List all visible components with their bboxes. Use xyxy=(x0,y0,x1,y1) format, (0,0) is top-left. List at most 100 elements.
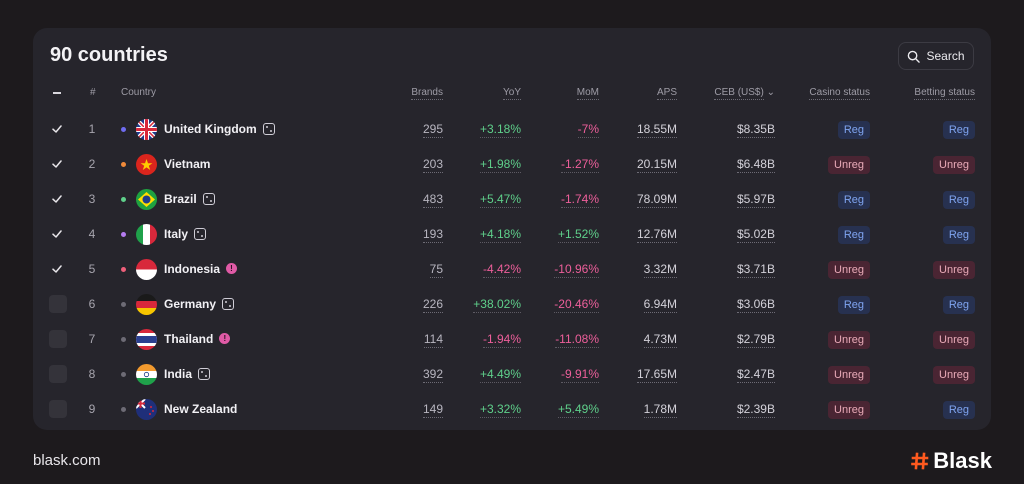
country-color-dot xyxy=(121,127,126,132)
casino-status-badge: Unreg xyxy=(828,331,870,349)
row-number: 1 xyxy=(88,122,96,136)
row-checkbox[interactable] xyxy=(49,287,67,322)
country-color-dot xyxy=(121,372,126,377)
sort-desc-icon: ⌄ xyxy=(766,87,775,98)
dice-icon xyxy=(194,227,207,240)
row-number: 9 xyxy=(88,402,96,416)
casino-status-badge: Unreg xyxy=(828,261,870,279)
hash-logo-icon xyxy=(911,452,929,470)
ceb-value: $3.06B xyxy=(736,297,775,313)
col-mom[interactable]: MoM xyxy=(576,87,599,100)
search-button[interactable]: Search xyxy=(898,42,974,70)
table-row[interactable]: 7 Thailand! 114 -1.94% -11.08% 4.73M $2.… xyxy=(33,322,991,357)
flag-uk-icon xyxy=(136,119,157,140)
mom-value: -7% xyxy=(577,122,599,138)
table-row[interactable]: 3 Brazil 483 +5.47% -1.74% 78.09M $5.97B… xyxy=(33,182,991,217)
row-checkbox-checked[interactable] xyxy=(49,112,65,147)
country-name[interactable]: Thailand! xyxy=(164,322,231,357)
checkmark-icon xyxy=(52,265,62,273)
row-checkbox-checked[interactable] xyxy=(49,252,65,287)
row-number: 3 xyxy=(88,192,96,206)
mom-value: -20.46% xyxy=(554,297,599,313)
table-row[interactable]: 8 India 392 +4.49% -9.91% 17.65M $2.47B … xyxy=(33,357,991,392)
yoy-value: +3.18% xyxy=(479,122,521,138)
brands-value: 193 xyxy=(422,227,443,243)
mom-value: +1.52% xyxy=(557,227,599,243)
yoy-value: +38.02% xyxy=(473,297,521,313)
country-color-dot xyxy=(121,337,126,342)
country-color-dot xyxy=(121,407,126,412)
dice-icon xyxy=(202,192,215,205)
col-country[interactable]: Country xyxy=(121,87,157,98)
flag-vn-icon xyxy=(136,154,157,175)
country-name[interactable]: Indonesia! xyxy=(164,252,238,287)
deselect-all-checkbox[interactable] xyxy=(53,92,61,94)
row-checkbox[interactable] xyxy=(49,322,67,357)
ceb-value: $2.79B xyxy=(736,332,775,348)
aps-value: 17.65M xyxy=(636,367,677,383)
row-number: 8 xyxy=(88,367,96,381)
aps-value: 20.15M xyxy=(636,157,677,173)
yoy-value: -1.94% xyxy=(482,332,521,348)
col-aps[interactable]: APS xyxy=(656,87,677,100)
country-name[interactable]: United Kingdom xyxy=(164,112,275,147)
countries-table-card: 90 countries Search # Country Brands YoY… xyxy=(33,28,991,430)
ceb-value: $5.97B xyxy=(736,192,775,208)
flag-nz-icon xyxy=(136,399,157,420)
yoy-value: +4.49% xyxy=(479,367,521,383)
table-row[interactable]: 2 Vietnam 203 +1.98% -1.27% 20.15M $6.48… xyxy=(33,147,991,182)
country-color-dot xyxy=(121,162,126,167)
country-name[interactable]: Vietnam xyxy=(164,157,211,171)
brands-value: 75 xyxy=(429,262,443,278)
yoy-value: +5.47% xyxy=(479,192,521,208)
ceb-value: $8.35B xyxy=(736,122,775,138)
table-row[interactable]: 6 Germany 226 +38.02% -20.46% 6.94M $3.0… xyxy=(33,287,991,322)
country-color-dot xyxy=(121,302,126,307)
mom-value: +5.49% xyxy=(557,402,599,418)
row-number: 6 xyxy=(88,297,96,311)
row-checkbox[interactable] xyxy=(49,357,67,392)
col-number: # xyxy=(90,87,96,98)
ceb-value: $2.39B xyxy=(736,402,775,418)
table-row[interactable]: 1 United Kingdom 295 +3.18% -7% 18.55M $… xyxy=(33,112,991,147)
row-checkbox-checked[interactable] xyxy=(49,147,65,182)
yoy-value: +3.32% xyxy=(479,402,521,418)
country-name[interactable]: New Zealand xyxy=(164,402,238,416)
casino-status-badge: Reg xyxy=(837,226,870,244)
aps-value: 4.73M xyxy=(643,332,677,348)
casino-status-badge: Unreg xyxy=(828,401,870,419)
table-row[interactable]: 9 New Zealand 149 +3.32% +5.49% 1.78M $2… xyxy=(33,392,991,427)
row-checkbox-checked[interactable] xyxy=(49,217,65,252)
table-row[interactable]: 5 Indonesia! 75 -4.42% -10.96% 3.32M $3.… xyxy=(33,252,991,287)
aps-value: 12.76M xyxy=(636,227,677,243)
flag-in-icon xyxy=(136,364,157,385)
betting-status-badge: Reg xyxy=(942,296,975,314)
brands-value: 295 xyxy=(422,122,443,138)
row-number: 2 xyxy=(88,157,96,171)
country-color-dot xyxy=(121,232,126,237)
brands-value: 483 xyxy=(422,192,443,208)
flag-th-icon xyxy=(136,329,157,350)
footer-url[interactable]: blask.com xyxy=(33,452,101,469)
table-row[interactable]: 4 Italy 193 +4.18% +1.52% 12.76M $5.02B … xyxy=(33,217,991,252)
casino-status-badge: Unreg xyxy=(828,156,870,174)
col-betting-status[interactable]: Betting status xyxy=(914,87,975,100)
col-casino-status[interactable]: Casino status xyxy=(809,87,870,100)
casino-status-badge: Reg xyxy=(837,121,870,139)
country-color-dot xyxy=(121,267,126,272)
search-icon xyxy=(908,50,921,63)
col-yoy[interactable]: YoY xyxy=(503,87,521,100)
country-name[interactable]: Italy xyxy=(164,217,207,252)
row-number: 7 xyxy=(88,332,96,346)
country-name[interactable]: Brazil xyxy=(164,182,215,217)
casino-status-badge: Reg xyxy=(837,191,870,209)
col-brands[interactable]: Brands xyxy=(411,87,443,100)
betting-status-badge: Unreg xyxy=(933,366,975,384)
row-checkbox[interactable] xyxy=(49,392,67,427)
row-checkbox-checked[interactable] xyxy=(49,182,65,217)
page-title: 90 countries xyxy=(50,44,168,66)
col-ceb[interactable]: CEB (US$) ⌄ xyxy=(714,87,775,100)
country-name[interactable]: Germany xyxy=(164,287,235,322)
checkmark-icon xyxy=(52,160,62,168)
country-name[interactable]: India xyxy=(164,357,211,392)
